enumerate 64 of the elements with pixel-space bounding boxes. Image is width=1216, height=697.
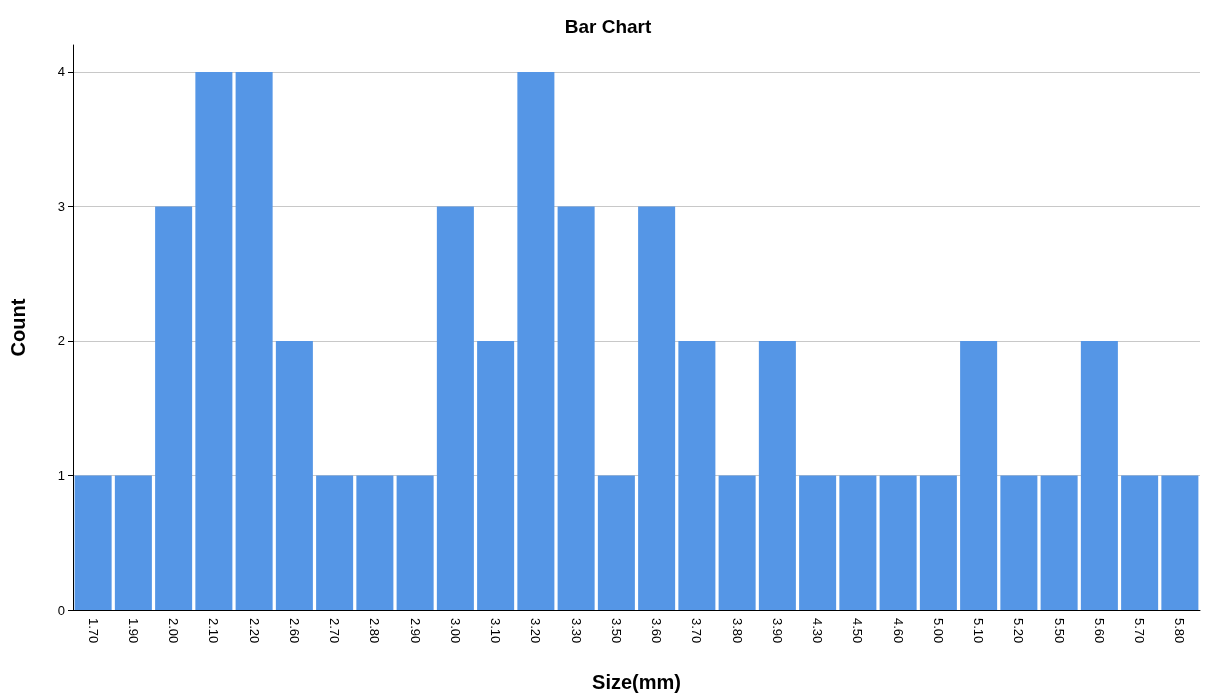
- x-tick-label: 2.00: [166, 618, 182, 644]
- bar: [758, 340, 796, 610]
- x-tick-label: 1.90: [125, 618, 141, 644]
- x-tick-label: 2.20: [246, 618, 262, 644]
- y-axis-title: Count: [7, 298, 29, 357]
- x-tick-label: 3.90: [769, 618, 785, 644]
- bar: [839, 475, 877, 610]
- y-tick-label: 4: [57, 64, 65, 80]
- bar: [1080, 340, 1118, 610]
- x-tick-label: 3.50: [608, 618, 624, 644]
- x-tick-label: 4.60: [890, 618, 906, 644]
- bar: [195, 71, 233, 610]
- x-tick-label: 2.70: [327, 618, 343, 644]
- x-tick-label: 1.70: [85, 618, 101, 644]
- y-tick-label: 0: [57, 602, 65, 618]
- bar: [638, 206, 676, 610]
- x-tick-label: 4.30: [810, 618, 826, 644]
- x-tick-label: 3.60: [649, 618, 665, 644]
- x-tick-label: 5.10: [971, 618, 987, 644]
- x-tick-label: 3.30: [568, 618, 584, 644]
- bar: [155, 206, 193, 610]
- bar: [557, 206, 595, 610]
- bar: [718, 475, 756, 610]
- bar: [960, 340, 998, 610]
- x-tick-label: 2.60: [286, 618, 302, 644]
- x-axis-title: Size(mm): [592, 671, 681, 693]
- bar: [1121, 475, 1159, 610]
- bar: [597, 475, 635, 610]
- x-tick-label: 5.20: [1011, 618, 1027, 644]
- bar: [316, 475, 354, 610]
- x-tick-label: 3.70: [689, 618, 705, 644]
- chart-title: Bar Chart: [564, 16, 652, 37]
- bar: [517, 71, 555, 610]
- x-tick-label: 5.50: [1051, 618, 1067, 644]
- bar: [275, 340, 313, 610]
- bar: [879, 475, 917, 610]
- x-tick-label: 5.80: [1172, 618, 1188, 644]
- x-tick-label: 2.80: [367, 618, 383, 644]
- y-tick-label: 2: [57, 333, 65, 349]
- bar: [477, 340, 515, 610]
- bar: [396, 475, 434, 610]
- bar: [678, 340, 716, 610]
- x-tick-label: 2.10: [206, 618, 222, 644]
- bar: [919, 475, 957, 610]
- x-tick-label: 5.60: [1091, 618, 1107, 644]
- bar: [436, 206, 474, 610]
- bar: [114, 475, 152, 610]
- y-tick-label: 1: [57, 467, 65, 483]
- x-tick-label: 3.00: [447, 618, 463, 644]
- bar: [235, 71, 273, 610]
- x-tick-label: 3.20: [528, 618, 544, 644]
- bar: [1000, 475, 1038, 610]
- x-tick-label: 5.70: [1132, 618, 1148, 644]
- bar: [356, 475, 394, 610]
- x-tick-label: 2.90: [407, 618, 423, 644]
- bar: [1161, 475, 1199, 610]
- x-tick-label: 3.80: [729, 618, 745, 644]
- bar: [799, 475, 837, 610]
- x-tick-label: 5.00: [930, 618, 946, 644]
- x-tick-label: 3.10: [488, 618, 504, 644]
- x-tick-label: 4.50: [850, 618, 866, 644]
- y-tick-label: 3: [57, 198, 65, 214]
- bar: [74, 475, 112, 610]
- bar: [1040, 475, 1078, 610]
